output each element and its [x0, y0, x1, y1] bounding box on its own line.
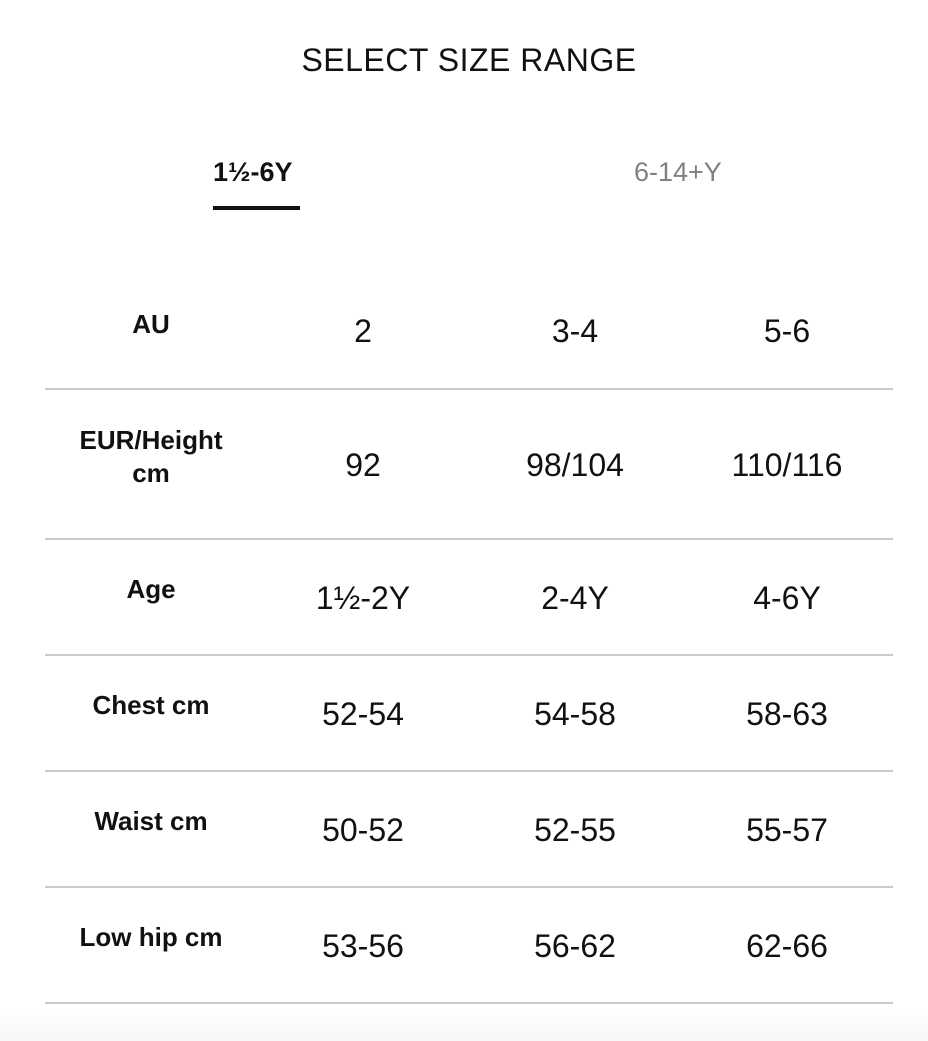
tab-6-14y[interactable]: 6-14+Y [634, 157, 722, 187]
row-label: EUR/Height cm [79, 425, 223, 488]
table-row-age: Age 1½-2Y 2-4Y 4-6Y [45, 540, 893, 656]
cell: 52-54 [322, 696, 404, 732]
table-row-eur-height: EUR/Height cm 92 98/104 110/116 [45, 390, 893, 540]
cell: 1½-2Y [315, 580, 411, 616]
table-row-waist: Waist cm 50-52 52-55 55-57 [45, 772, 893, 888]
bottom-fade [0, 1010, 928, 1041]
cell: 98/104 [526, 447, 624, 483]
cell: 62-66 [746, 928, 828, 964]
active-tab-indicator [213, 206, 300, 210]
cell: 55-57 [746, 812, 828, 848]
size-table: AU 2 3-4 5-6 EUR/Height cm 92 98/104 110… [45, 270, 893, 1004]
cell: 4-6Y [753, 580, 821, 616]
cell: 56-62 [534, 928, 616, 964]
row-label: Waist cm [94, 806, 208, 836]
tab-1-5-6y[interactable]: 1½-6Y [213, 157, 293, 187]
table-row-low-hip: Low hip cm 53-56 56-62 62-66 [45, 888, 893, 1004]
row-label: AU [132, 309, 170, 339]
cell: 5-6 [763, 313, 811, 349]
cell: 50-52 [322, 812, 404, 848]
cell: 3-4 [551, 313, 599, 349]
row-label: Low hip cm [79, 922, 223, 952]
row-label: Chest cm [92, 690, 210, 720]
cell: 54-58 [534, 696, 616, 732]
cell: 110/116 [731, 447, 843, 483]
page-title: SELECT SIZE RANGE [301, 42, 637, 78]
row-label: Age [126, 574, 176, 604]
cell: 2 [354, 313, 372, 349]
cell: 53-56 [322, 928, 404, 964]
cell: 58-63 [746, 696, 828, 732]
table-row-chest: Chest cm 52-54 54-58 58-63 [45, 656, 893, 772]
cell: 52-55 [534, 812, 616, 848]
cell: 92 [345, 447, 381, 483]
table-row-au: AU 2 3-4 5-6 [45, 270, 893, 390]
cell: 2-4Y [541, 580, 609, 616]
